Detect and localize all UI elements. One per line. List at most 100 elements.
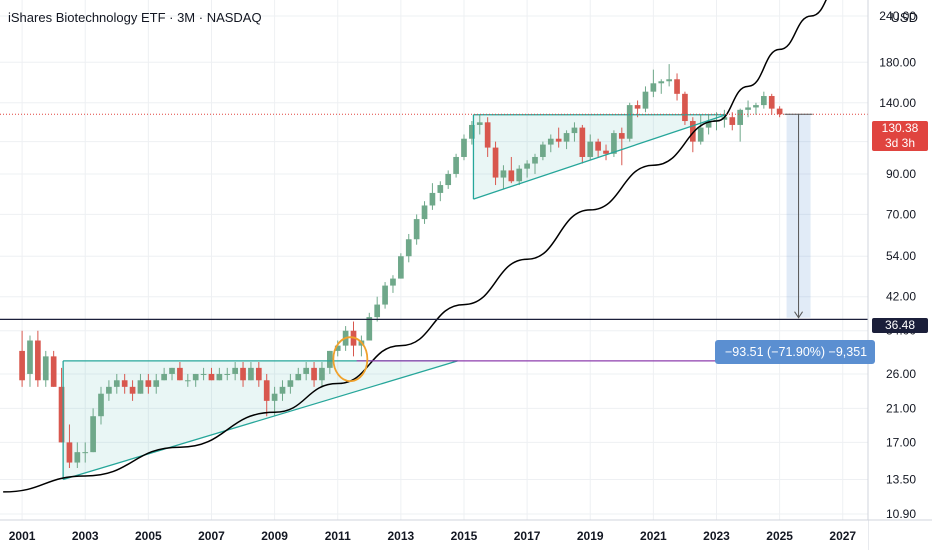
- time-tick-label: 2025: [766, 529, 793, 543]
- last-price-tag: 130.38 3d 3h: [872, 121, 928, 151]
- candle: [579, 124, 586, 164]
- level-price-tag: 36.48: [872, 318, 928, 333]
- candle: [508, 156, 515, 184]
- candle: [484, 117, 491, 157]
- candle-body: [547, 138, 554, 145]
- candle: [776, 106, 783, 118]
- price-tick-label: 26.00: [886, 367, 916, 381]
- price-tick-label: 17.00: [886, 435, 916, 449]
- candle-body: [721, 117, 728, 120]
- candles-layer: [19, 64, 783, 469]
- candle: [413, 214, 420, 245]
- candle-body: [177, 367, 183, 381]
- candle: [271, 386, 278, 417]
- candle: [295, 367, 302, 381]
- candle-body: [524, 163, 530, 169]
- candle-body: [611, 133, 617, 154]
- candle-body: [326, 350, 333, 368]
- candle: [374, 296, 381, 322]
- candle-body: [405, 239, 412, 257]
- candle: [768, 93, 775, 115]
- candle: [642, 86, 649, 113]
- candle: [113, 373, 120, 394]
- candle-body: [642, 91, 649, 109]
- candle-body: [129, 386, 136, 394]
- measure-arrow: [794, 311, 803, 319]
- candle-body: [366, 317, 373, 341]
- candle-body: [66, 442, 73, 463]
- time-tick-label: 2015: [451, 529, 478, 543]
- price-tick-label: 70.00: [886, 207, 916, 221]
- candle: [445, 170, 452, 189]
- candle-body: [666, 79, 672, 82]
- candle-body: [571, 127, 578, 134]
- candle: [50, 350, 57, 387]
- candle-body: [476, 122, 483, 125]
- candle: [161, 367, 167, 381]
- candle: [705, 114, 712, 135]
- candle-body: [650, 83, 657, 92]
- candle-body: [382, 285, 388, 305]
- candle-body: [429, 192, 436, 206]
- candle: [674, 73, 680, 101]
- candle: [563, 130, 570, 150]
- candle: [208, 367, 215, 381]
- candle-body: [500, 170, 507, 178]
- time-tick-label: 2005: [135, 529, 162, 543]
- candle: [303, 362, 310, 381]
- candle-body: [516, 168, 523, 182]
- candle-body: [532, 156, 538, 164]
- time-tick-label: 2013: [388, 529, 415, 543]
- candle-body: [674, 79, 680, 94]
- candle: [405, 233, 412, 263]
- candle-body: [469, 124, 475, 139]
- candle-body: [50, 356, 57, 387]
- candle: [177, 362, 183, 381]
- bar-countdown: 3d 3h: [884, 136, 916, 150]
- candle: [555, 127, 562, 148]
- candle: [540, 141, 546, 161]
- candle: [366, 312, 373, 341]
- candle: [200, 367, 207, 381]
- candle: [27, 335, 33, 387]
- candle: [453, 153, 459, 178]
- candle-body: [603, 150, 609, 154]
- candle-body: [760, 96, 767, 106]
- candle-body: [768, 96, 775, 109]
- candle: [658, 79, 665, 94]
- price-tick-label: 240.00: [879, 9, 916, 23]
- candle-body: [453, 156, 459, 174]
- price-tick-label: 180.00: [879, 55, 916, 69]
- candle-body: [248, 367, 254, 381]
- candle-body: [58, 386, 65, 443]
- candle-body: [697, 127, 704, 142]
- price-tick-label: 140.00: [879, 96, 916, 110]
- candle-body: [27, 340, 33, 374]
- candle: [192, 373, 199, 387]
- candle: [745, 100, 751, 118]
- time-tick-label: 2007: [198, 529, 225, 543]
- candle-body: [745, 107, 751, 110]
- candle-body: [90, 416, 96, 453]
- candle-body: [271, 393, 278, 401]
- candle-body: [658, 81, 665, 84]
- candle: [524, 160, 530, 178]
- last-price-value: 130.38: [881, 121, 919, 135]
- candle-body: [98, 393, 104, 417]
- candle-body: [753, 105, 759, 108]
- candle-body: [390, 278, 396, 286]
- candle: [547, 134, 554, 153]
- highlight-circle: [332, 336, 369, 383]
- time-tick-label: 2017: [514, 529, 541, 543]
- candle: [421, 201, 428, 224]
- candle-body: [421, 205, 428, 220]
- candle: [650, 69, 657, 98]
- time-tick-label: 2027: [829, 529, 856, 543]
- drawings-layer: [0, 0, 868, 493]
- candle: [461, 134, 467, 161]
- candle-body: [287, 380, 294, 387]
- wedge-2002-bottom-line: [62, 360, 458, 481]
- candle-body: [311, 367, 317, 381]
